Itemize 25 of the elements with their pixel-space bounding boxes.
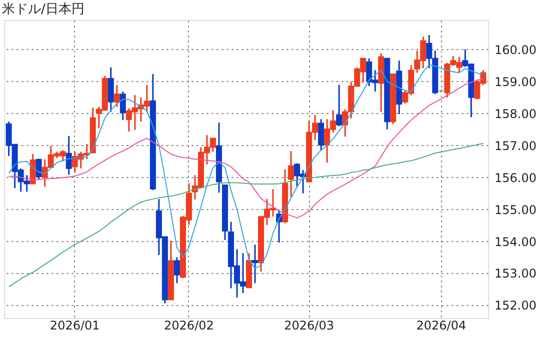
line-series [8,142,484,288]
y-tick-label: 157.00 [494,138,536,153]
y-tick-label: 153.00 [494,266,536,281]
y-tick-label: 152.00 [494,298,536,313]
candlestick [336,84,342,127]
y-tick-label: 154.00 [494,234,536,249]
candlestick [288,150,294,198]
candlestick [114,84,120,108]
candlestick [108,66,114,113]
x-tick-label: 2026/01 [50,318,100,332]
y-tick-label: 156.00 [494,170,536,185]
candlestick [318,118,324,152]
y-tick-label: 159.00 [494,74,536,89]
chart-title: 米ドル/日本円 [2,2,84,17]
candlestick [30,153,36,184]
y-tick-label: 158.00 [494,106,536,121]
y-tick-label: 155.00 [494,202,536,217]
candlestick [120,90,126,121]
y-tick-label: 160.00 [494,42,536,57]
x-tick-label: 2026/02 [164,318,214,332]
x-tick-label: 2026/04 [416,318,466,332]
candlestick [252,244,258,284]
x-tick-label: 2026/03 [284,318,334,332]
candlestick [174,256,180,284]
candlestick [66,135,72,176]
